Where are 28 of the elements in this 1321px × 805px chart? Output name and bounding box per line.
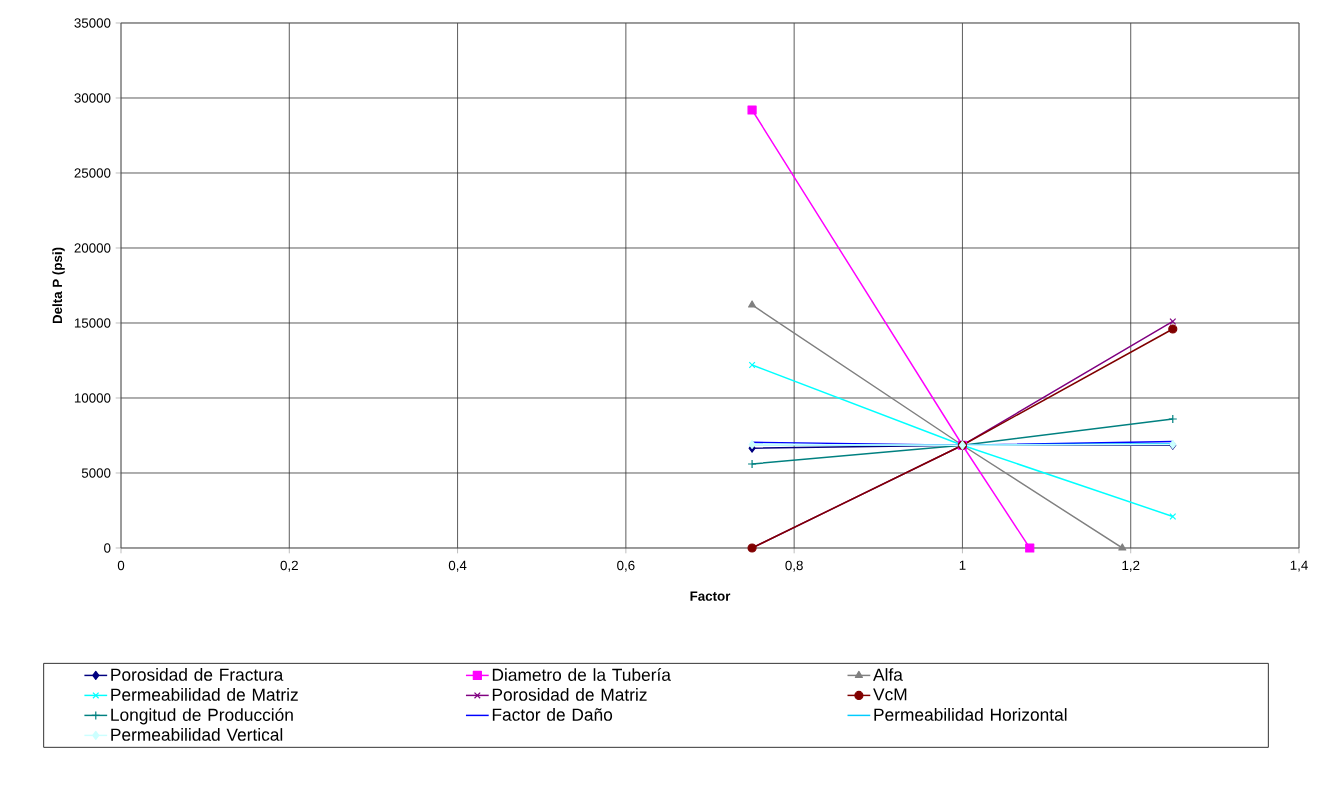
x-tick-label: 1,2: [1122, 560, 1140, 572]
y-tick-label: 10000: [74, 393, 111, 403]
legend-label: Diametro de la Tubería: [492, 668, 671, 681]
x-tick-label: 0,6: [617, 560, 635, 572]
legend-label: Permeabilidad Horizontal: [874, 708, 1067, 721]
x-tick-label: 1,4: [1290, 560, 1308, 572]
legend-label: Alfa: [873, 668, 903, 681]
legend-label: Porosidad de Matriz: [492, 688, 647, 701]
y-tick-label: 35000: [74, 18, 111, 28]
x-axis-title: Factor: [690, 591, 731, 601]
y-tick-label: 20000: [74, 243, 111, 253]
legend-label: Permeabilidad de Matriz: [111, 688, 298, 701]
legend-label: Longitud de Producción: [111, 708, 293, 725]
y-tick-label: 25000: [74, 168, 111, 178]
x-tick-label: 1: [959, 560, 966, 570]
x-tick-label: 0: [117, 560, 125, 571]
legend-label: Factor de Daño: [492, 708, 613, 721]
y-tick-label: 30000: [74, 93, 111, 103]
legend-label: VcM: [873, 688, 907, 701]
y-axis-title: Delta P (psi): [52, 247, 65, 324]
y-tick-label: 0: [104, 543, 111, 553]
x-tick-label: 0,4: [448, 560, 467, 572]
legend-label: Porosidad de Fractura: [111, 668, 284, 681]
x-tick-label: 0,2: [280, 560, 298, 572]
y-tick-label: 15000: [74, 318, 111, 328]
legend-label: Permeabilidad Vertical: [111, 728, 283, 741]
y-tick-label: 5000: [81, 468, 111, 478]
x-tick-label: 0,8: [785, 560, 803, 572]
